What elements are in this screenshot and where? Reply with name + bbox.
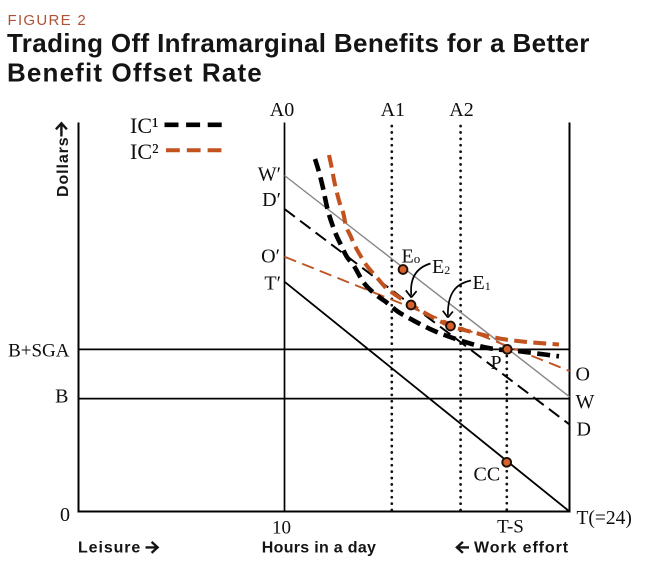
svg-text:W′: W′ xyxy=(258,164,281,186)
svg-text:P: P xyxy=(491,352,502,374)
svg-text:Benefit Offset Rate: Benefit Offset Rate xyxy=(7,58,263,88)
svg-text:A0: A0 xyxy=(270,99,294,121)
svg-text:T(=24): T(=24) xyxy=(577,508,632,529)
svg-text:0: 0 xyxy=(60,504,70,526)
svg-text:CC: CC xyxy=(474,464,501,486)
svg-text:Hours in a day: Hours in a day xyxy=(262,540,376,557)
svg-text:D′: D′ xyxy=(262,189,281,211)
svg-text:B+SGA: B+SGA xyxy=(8,341,70,362)
svg-text:10: 10 xyxy=(272,518,291,539)
svg-text:Dollars: Dollars xyxy=(55,136,72,197)
svg-text:Work effort: Work effort xyxy=(474,540,569,557)
svg-text:W: W xyxy=(576,391,595,413)
svg-text:IC²: IC² xyxy=(130,139,159,164)
svg-text:T′: T′ xyxy=(264,273,281,295)
svg-text:Leisure: Leisure xyxy=(78,540,141,557)
svg-text:D: D xyxy=(577,419,591,441)
svg-text:T-S: T-S xyxy=(497,517,524,538)
svg-text:O′: O′ xyxy=(261,246,280,268)
svg-text:O: O xyxy=(576,364,590,386)
svg-text:Trading Off Inframarginal Bene: Trading Off Inframarginal Benefits for a… xyxy=(7,28,590,58)
svg-text:IC¹: IC¹ xyxy=(130,113,159,138)
svg-text:A2: A2 xyxy=(449,99,473,121)
svg-text:B: B xyxy=(55,386,68,408)
svg-text:FIGURE 2: FIGURE 2 xyxy=(8,12,88,29)
svg-text:A1: A1 xyxy=(381,99,405,121)
svg-text:Eo: Eo xyxy=(402,246,421,268)
